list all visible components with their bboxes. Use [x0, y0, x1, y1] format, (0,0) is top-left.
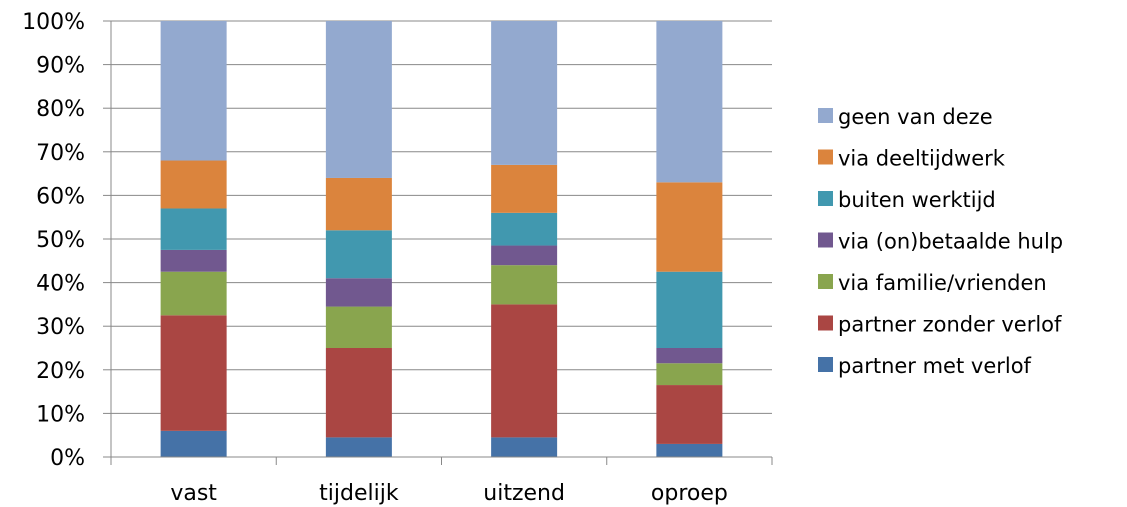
bar-segment	[491, 212, 558, 246]
y-tick-label: 40%	[36, 272, 85, 297]
bar-segment	[491, 265, 558, 305]
y-tick-label: 0%	[50, 446, 85, 471]
bar-segment	[656, 363, 723, 386]
legend-swatch	[818, 232, 833, 248]
legend-label: buiten werktijd	[838, 188, 996, 212]
y-tick-label: 30%	[36, 315, 85, 340]
legend-swatch	[818, 315, 833, 331]
x-category-label: vast	[170, 481, 217, 506]
bar-segment	[656, 271, 723, 348]
bar-segment	[491, 304, 558, 438]
bar-segment	[160, 315, 227, 431]
bar-segment	[656, 385, 723, 444]
bar-segment	[325, 306, 392, 348]
legend-swatch	[818, 108, 833, 123]
x-axis-category-labels: vast tijdelijk uitzend oproep	[170, 481, 728, 506]
bar-segment	[656, 443, 723, 457]
y-tick-label: 100%	[22, 10, 85, 35]
legend-swatch	[818, 357, 833, 372]
legend-label: geen van deze	[838, 105, 993, 129]
bar-segment	[491, 437, 558, 457]
y-tick-label: 90%	[36, 54, 85, 79]
y-tick-label: 60%	[36, 184, 85, 209]
bar-segment	[160, 21, 227, 161]
y-tick-label: 10%	[36, 402, 85, 427]
x-category-label: uitzend	[483, 481, 565, 506]
x-category-label: tijdelijk	[319, 481, 399, 506]
bar-segment	[325, 177, 392, 231]
legend-label: partner met verlof	[838, 354, 1032, 378]
x-category-label: oproep	[651, 481, 728, 506]
bar-segment	[325, 348, 392, 438]
bar-segment	[325, 278, 392, 307]
bar-segment	[325, 21, 392, 178]
y-tick-label: 70%	[36, 141, 85, 166]
legend: geen van deze via deeltijdwerk buiten werk…	[818, 105, 1063, 378]
bar-segment	[160, 430, 227, 457]
y-tick-label: 80%	[36, 97, 85, 122]
bar-segment	[491, 21, 558, 165]
legend-label: via (on)betaalde hulp	[838, 230, 1063, 254]
bar-segment	[325, 437, 392, 457]
legend-label: via familie/vrienden	[838, 271, 1047, 295]
legend-label: partner zonder verlof	[838, 313, 1062, 337]
bar-segment	[325, 230, 392, 279]
bar-segment	[491, 164, 558, 213]
legend-label: via deeltijdwerk	[838, 147, 1006, 171]
bar-segment	[160, 249, 227, 272]
bar-segment	[160, 271, 227, 316]
legend-swatch	[818, 149, 833, 165]
bar-segment	[656, 21, 723, 183]
legend-swatch	[818, 274, 833, 289]
axes	[103, 20, 773, 465]
y-axis-tick-labels: 0% 10% 20% 30% 40% 50% 60% 70% 80% 90% 100%	[22, 10, 85, 471]
y-tick-label: 20%	[36, 359, 85, 384]
bar-segment	[160, 160, 227, 209]
bar-segment	[656, 182, 723, 272]
bar-segment	[656, 348, 723, 364]
bar-segment	[160, 208, 227, 250]
bars	[160, 21, 723, 457]
y-tick-label: 50%	[36, 228, 85, 253]
legend-swatch	[818, 191, 833, 206]
bar-segment	[491, 245, 558, 266]
